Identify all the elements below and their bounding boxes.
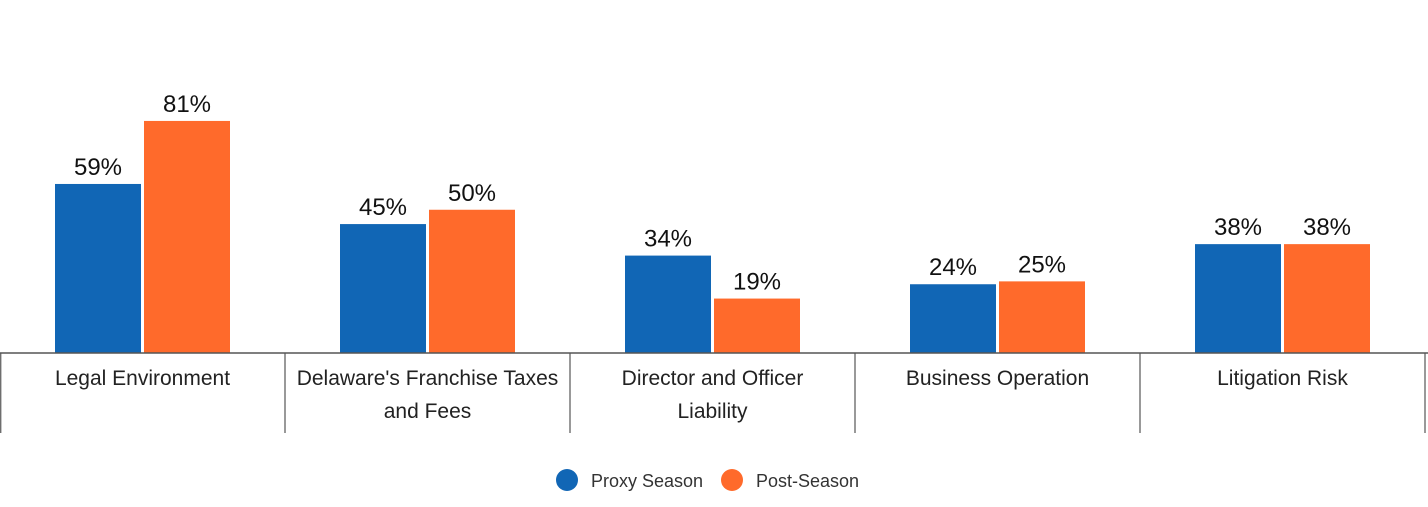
bar-post-0 [144,120,230,353]
legend: Proxy Season Post-Season [556,469,859,491]
bar-post-1 [429,209,515,353]
data-label-post-1: 50% [448,180,496,207]
data-label-proxy-0: 59% [74,154,122,181]
data-label-proxy-1: 45% [359,194,407,221]
category-axis [0,352,1428,433]
category-label-4: Litigation Risk [1217,367,1348,390]
category-label-3: Business Operation [906,367,1089,390]
bar-post-4 [1284,244,1370,353]
bar-proxy-1 [340,224,426,353]
data-label-post-4: 38% [1303,214,1351,241]
bar-post-3 [999,281,1085,353]
data-label-proxy-4: 38% [1214,214,1262,241]
legend-marker-proxy [556,469,578,491]
bar-proxy-2 [625,255,711,353]
data-label-post-3: 25% [1018,251,1066,278]
legend-label-post: Post-Season [756,471,859,491]
category-labels: Legal Environment Delaware's Franchise Ta… [55,367,1348,423]
category-label-1: Delaware's Franchise Taxes [297,367,559,390]
bar-proxy-0 [55,183,141,353]
legend-label-proxy: Proxy Season [591,471,703,491]
category-label-2: Director and Officer [622,367,804,390]
bars-layer: 59% 81% 45% 50% 34% 19% 24% 25% 38% 38% [55,91,1370,353]
category-label-2: Liability [677,400,748,423]
data-label-proxy-2: 34% [644,226,692,253]
category-label-1: and Fees [384,400,472,423]
bar-proxy-4 [1195,244,1281,353]
data-label-proxy-3: 24% [929,254,977,281]
legend-marker-post [721,469,743,491]
category-label-0: Legal Environment [55,367,230,390]
data-label-post-0: 81% [163,91,211,118]
bar-post-2 [714,298,800,353]
bar-proxy-3 [910,284,996,353]
data-label-post-2: 19% [733,269,781,296]
